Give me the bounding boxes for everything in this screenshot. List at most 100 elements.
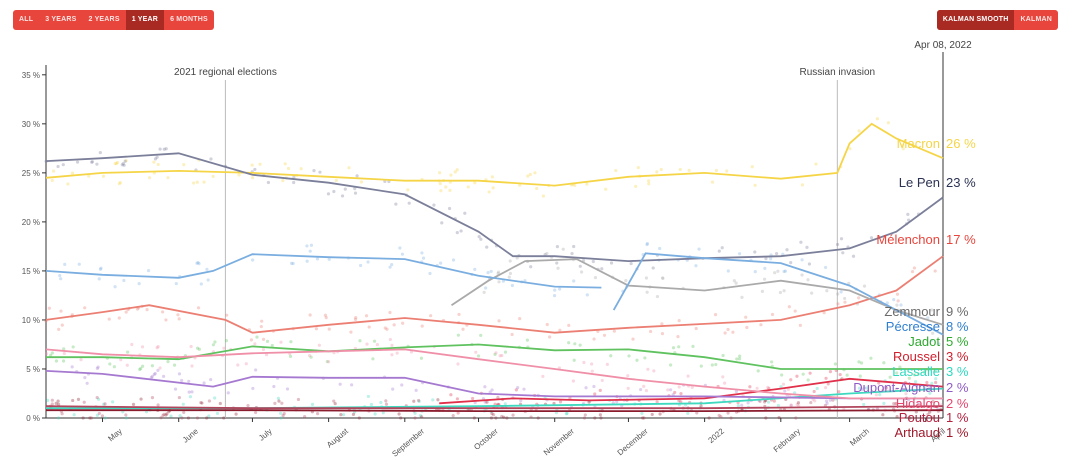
poll-point [710,363,714,367]
poll-point [922,370,926,374]
poll-point [823,386,828,390]
poll-point [895,303,899,307]
poll-point [572,244,576,249]
poll-point [895,371,899,375]
poll-point [869,356,873,360]
smooth-kalman-smooth-button[interactable]: KALMAN SMOOTH [936,10,1015,30]
poll-point [122,163,126,167]
poll-point [529,265,533,269]
poll-point [556,266,560,270]
poll-point [169,414,173,418]
poll-point [740,295,744,300]
poll-point [615,400,619,404]
poll-point [283,162,287,166]
poll-point [429,314,433,318]
poll-point [678,167,682,172]
poll-point [609,354,613,358]
poll-point [213,340,217,344]
poll-point [47,306,51,310]
poll-point [176,313,180,317]
poll-point [699,404,703,408]
poll-point [82,400,86,404]
poll-point [470,396,475,401]
poll-point [593,416,597,420]
poll-point [737,357,742,361]
poll-point [490,175,494,179]
poll-point [190,390,194,394]
poll-point [518,317,522,321]
poll-point [375,342,380,347]
x-tick-label: September [390,426,426,458]
poll-point [734,281,738,285]
poll-point [196,306,201,310]
poll-point [56,399,60,403]
poll-point [413,411,417,415]
poll-point [332,189,336,194]
poll-point [812,389,816,394]
poll-point [456,411,460,415]
poll-point [225,313,229,317]
poll-point [759,323,763,327]
range-6-months-button[interactable]: 6 MONTHS [170,16,208,23]
poll-point [350,383,354,387]
poll-point [789,403,793,408]
poll-point [717,249,721,253]
legend-name: Lassalle [892,364,940,379]
poll-point [390,343,394,347]
x-tick-label: March [848,427,871,448]
poll-point [406,188,410,192]
poll-point [292,175,296,179]
poll-point [795,402,799,407]
poll-point [158,366,162,370]
range-all-button[interactable]: ALL [19,16,34,23]
range-3-years-button[interactable]: 3 YEARS [45,16,77,23]
poll-point [95,366,99,370]
poll-point [585,293,589,297]
poll-point [928,391,932,395]
poll-point [611,401,615,405]
poll-point [88,416,92,420]
poll-point [253,342,257,346]
poll-point [156,368,160,372]
poll-point [808,371,812,375]
poll-point [839,237,844,241]
poll-point [710,180,715,184]
poll-point [494,416,498,420]
poll-point [760,289,765,294]
poll-point [97,411,101,416]
poll-point [490,388,494,392]
poll-point [436,398,440,402]
poll-point [831,398,835,402]
poll-point [56,402,61,406]
poll-point [642,416,646,420]
legend-name: Mélenchon [876,232,940,247]
poll-point [535,186,539,191]
poll-point [564,412,568,416]
range-1-year-button[interactable]: 1 YEAR [125,10,165,30]
poll-point [614,168,618,173]
poll-point [806,278,810,282]
poll-point [150,396,155,400]
poll-point [131,402,136,406]
poll-point [120,163,124,167]
legend-name: Macron [897,136,940,151]
poll-point [894,401,898,406]
poll-point [907,376,911,380]
poll-point [845,373,849,377]
poll-point [828,370,833,374]
poll-point [158,147,162,151]
legend-value: 9 % [946,304,969,319]
poll-point [476,354,481,358]
poll-point [525,338,529,342]
poll-point [901,147,905,151]
poll-point [901,143,905,147]
poll-point [202,180,206,184]
poll-point [598,388,602,392]
smooth-kalman-button[interactable]: KALMAN [1020,16,1052,23]
poll-point [261,337,266,341]
poll-point [822,311,826,315]
poll-point [686,411,690,415]
range-2-years-button[interactable]: 2 YEARS [88,16,120,23]
poll-point [786,387,790,391]
poll-point [108,362,112,366]
